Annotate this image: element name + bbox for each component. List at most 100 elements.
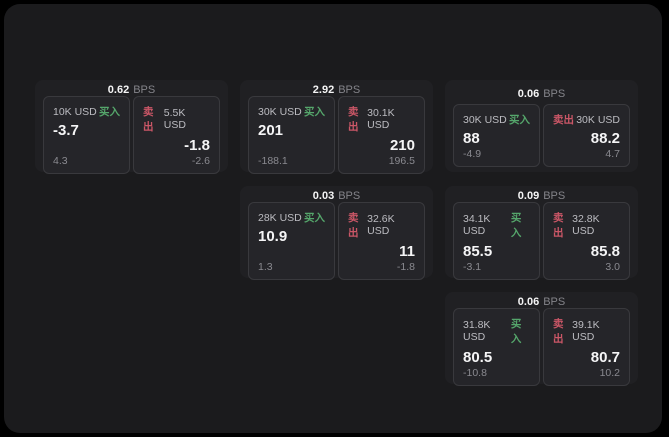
quote-tiles: 30K USD 买入 88 -4.9 卖出 30K USD 88.2 4.7 (449, 104, 634, 167)
buy-delta: -10.8 (463, 367, 487, 379)
sell-price: 80.7 (590, 349, 620, 366)
sell-side-label: 卖出 (553, 114, 574, 126)
card-bps-header: 0.06 BPS (449, 296, 634, 308)
quote-card: 0.06 BPS 30K USD 买入 88 -4.9 卖出 30K USD (445, 80, 638, 172)
quote-card: 0.06 BPS 31.8K USD 买入 80.5 -10.8 卖出 39.1… (445, 292, 638, 386)
quote-tiles: 31.8K USD 买入 80.5 -10.8 卖出 39.1K USD 80.… (449, 308, 634, 386)
sell-tile-header: 卖出 32.6K USD (348, 210, 415, 240)
bps-value: 0.62 (107, 84, 130, 96)
buy-price: -3.7 (53, 122, 79, 139)
sell-quote-tile[interactable]: 卖出 39.1K USD 80.7 10.2 (543, 308, 630, 386)
sell-price: 88.2 (590, 130, 620, 147)
buy-quote-tile[interactable]: 30K USD 买入 88 -4.9 (453, 104, 540, 167)
buy-tile-header: 30K USD 买入 (463, 112, 530, 127)
sell-size-label: 30K USD (576, 113, 620, 126)
buy-side-label: 买入 (304, 106, 325, 118)
buy-delta: -4.9 (463, 148, 482, 160)
quote-tiles: 34.1K USD 买入 85.5 -3.1 卖出 32.8K USD 85.8… (449, 202, 634, 280)
sell-tile-header: 卖出 5.5K USD (143, 104, 210, 134)
sell-delta: 10.2 (599, 367, 620, 379)
buy-price: 80.5 (463, 349, 493, 366)
sell-side-label: 卖出 (348, 106, 359, 133)
sell-delta: 196.5 (388, 155, 415, 167)
quote-card: 2.92 BPS 30K USD 买入 201 -188.1 卖出 30.1K … (240, 80, 433, 174)
sell-quote-tile[interactable]: 卖出 32.6K USD 11 -1.8 (338, 202, 425, 280)
buy-price: 85.5 (463, 243, 493, 260)
bps-unit-label: BPS (338, 84, 361, 96)
buy-tile-header: 10K USD 买入 (53, 104, 120, 119)
buy-price: 10.9 (258, 228, 288, 245)
buy-delta: 1.3 (258, 261, 273, 273)
sell-side-label: 卖出 (143, 106, 154, 133)
bps-unit-label: BPS (543, 296, 566, 308)
buy-size-label: 30K USD (463, 113, 507, 126)
quote-tiles: 28K USD 买入 10.9 1.3 卖出 32.6K USD 11 -1.8 (244, 202, 429, 280)
buy-price: 88 (463, 130, 480, 147)
quote-card: 0.09 BPS 34.1K USD 买入 85.5 -3.1 卖出 32.8K… (445, 186, 638, 280)
buy-tile-header: 31.8K USD 买入 (463, 316, 530, 346)
sell-size-label: 32.6K USD (367, 213, 395, 237)
sell-side-label: 卖出 (348, 212, 359, 239)
sell-delta: -1.8 (396, 261, 415, 273)
sell-size-label: 32.8K USD (572, 213, 600, 237)
buy-delta: -188.1 (258, 155, 288, 167)
sell-price: 210 (389, 137, 415, 154)
buy-quote-tile[interactable]: 34.1K USD 买入 85.5 -3.1 (453, 202, 540, 280)
sell-price: 85.8 (590, 243, 620, 260)
quote-grid: 0.62 BPS 10K USD 买入 -3.7 4.3 卖出 5.5K USD (35, 80, 638, 386)
sell-delta: -2.6 (191, 155, 210, 167)
buy-delta: 4.3 (53, 155, 68, 167)
buy-size-label: 10K USD (53, 105, 97, 118)
bps-unit-label: BPS (543, 88, 566, 100)
buy-delta: -3.1 (463, 261, 482, 273)
card-bps-header: 0.06 BPS (449, 84, 634, 104)
bps-unit-label: BPS (338, 190, 361, 202)
sell-quote-tile[interactable]: 卖出 30K USD 88.2 4.7 (543, 104, 630, 167)
buy-quote-tile[interactable]: 30K USD 买入 201 -188.1 (248, 96, 335, 174)
buy-side-label: 买入 (304, 212, 325, 224)
sell-quote-tile[interactable]: 卖出 30.1K USD 210 196.5 (338, 96, 425, 174)
buy-side-label: 买入 (99, 106, 120, 118)
quote-card: 0.62 BPS 10K USD 买入 -3.7 4.3 卖出 5.5K USD (35, 80, 228, 174)
buy-side-label: 买入 (509, 114, 530, 126)
buy-quote-tile[interactable]: 28K USD 买入 10.9 1.3 (248, 202, 335, 280)
sell-size-label: 39.1K USD (572, 319, 600, 343)
card-bps-header: 0.03 BPS (244, 190, 429, 202)
sell-size-label: 30.1K USD (367, 107, 395, 131)
sell-tile-header: 卖出 30.1K USD (348, 104, 415, 134)
bps-unit-label: BPS (133, 84, 156, 96)
buy-price: 201 (258, 122, 284, 139)
sell-delta: 3.0 (605, 261, 620, 273)
bps-value: 0.09 (517, 190, 540, 202)
sell-quote-tile[interactable]: 卖出 5.5K USD -1.8 -2.6 (133, 96, 220, 174)
sell-tile-header: 卖出 32.8K USD (553, 210, 620, 240)
buy-tile-header: 28K USD 买入 (258, 210, 325, 225)
bps-value: 0.06 (517, 88, 540, 100)
sell-side-label: 卖出 (553, 318, 564, 345)
bps-value: 0.03 (312, 190, 335, 202)
buy-quote-tile[interactable]: 10K USD 买入 -3.7 4.3 (43, 96, 130, 174)
quote-tiles: 30K USD 买入 201 -188.1 卖出 30.1K USD 210 1… (244, 96, 429, 174)
buy-tile-header: 30K USD 买入 (258, 104, 325, 119)
card-bps-header: 0.62 BPS (39, 84, 224, 96)
card-bps-header: 0.09 BPS (449, 190, 634, 202)
sell-delta: 4.7 (605, 148, 620, 160)
buy-size-label: 34.1K USD (463, 213, 491, 237)
buy-size-label: 31.8K USD (463, 319, 491, 343)
buy-size-label: 30K USD (258, 105, 302, 118)
buy-quote-tile[interactable]: 31.8K USD 买入 80.5 -10.8 (453, 308, 540, 386)
card-bps-header: 2.92 BPS (244, 84, 429, 96)
bps-value: 2.92 (312, 84, 335, 96)
sell-size-label: 5.5K USD (163, 107, 186, 131)
sell-quote-tile[interactable]: 卖出 32.8K USD 85.8 3.0 (543, 202, 630, 280)
quote-card: 0.03 BPS 28K USD 买入 10.9 1.3 卖出 32.6K US… (240, 186, 433, 280)
sell-side-label: 卖出 (553, 212, 564, 239)
buy-side-label: 买入 (510, 318, 522, 345)
sell-price: 11 (399, 243, 415, 260)
sell-price: -1.8 (184, 137, 210, 154)
buy-tile-header: 34.1K USD 买入 (463, 210, 530, 240)
sell-tile-header: 卖出 30K USD (553, 112, 620, 127)
app-panel: 0.62 BPS 10K USD 买入 -3.7 4.3 卖出 5.5K USD (4, 4, 662, 433)
sell-tile-header: 卖出 39.1K USD (553, 316, 620, 346)
buy-side-label: 买入 (510, 212, 522, 239)
